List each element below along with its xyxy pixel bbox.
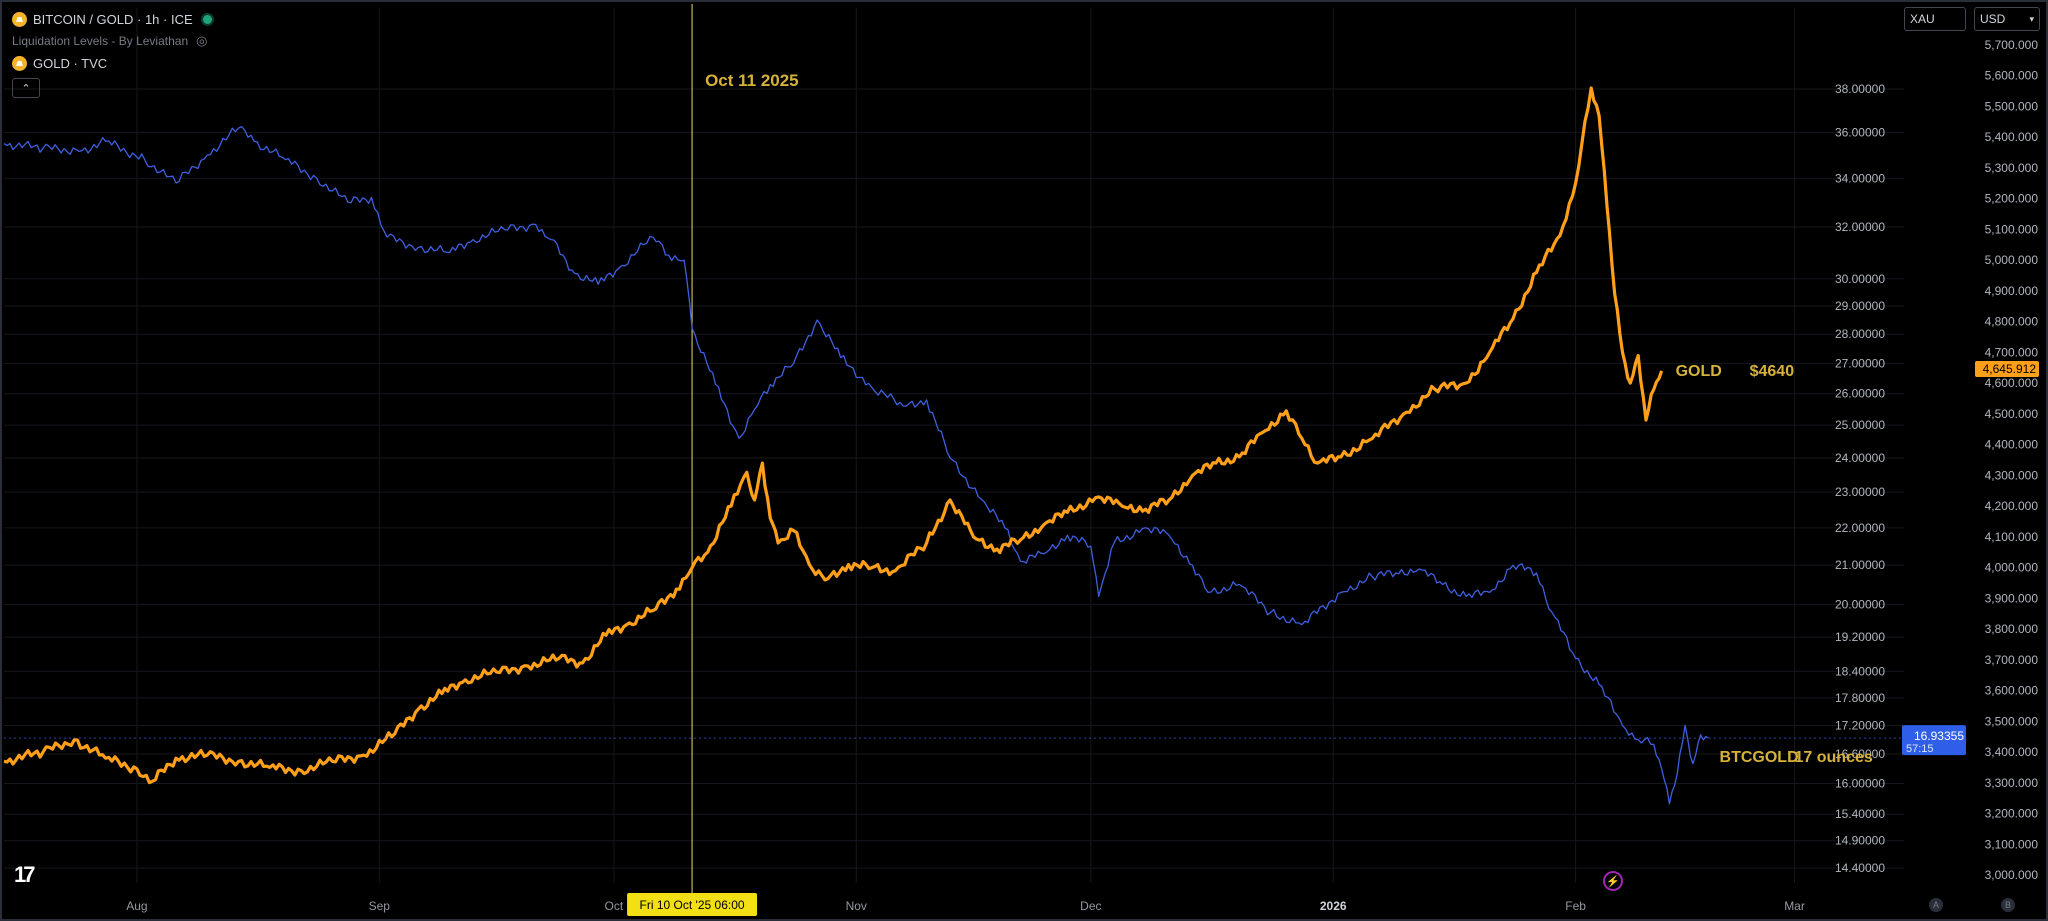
gold-price-tag-text: 4,645.912 — [1983, 362, 2037, 376]
tradingview-logo-icon[interactable]: 17 — [14, 862, 36, 887]
left-scale-tick-label: 38.00000 — [1835, 82, 1885, 96]
left-scale-tick-label: 18.40000 — [1835, 664, 1885, 678]
btcgold-price-tag — [1902, 725, 1966, 756]
overlay-row[interactable]: GOLD · TVC — [12, 52, 214, 74]
right-scale-tick-label: 3,000.000 — [1985, 868, 2039, 882]
right-scale-tick-label: 4,800.000 — [1985, 315, 2039, 329]
chevron-up-icon: ⌃ — [21, 82, 31, 95]
right-scale-tick-label: 5,500.000 — [1985, 99, 2039, 113]
indicator-row[interactable]: Liquidation Levels - By Leviathan ◎ — [12, 30, 214, 52]
x-tick-label: Feb — [1565, 899, 1586, 913]
right-scale-tick-label: 5,600.000 — [1985, 69, 2039, 83]
right-scale-tick-label: 4,900.000 — [1985, 284, 2039, 298]
x-tick-label: Mar — [1784, 899, 1805, 913]
x-tick-label: Aug — [126, 899, 147, 913]
left-scale-tick-label: 17.80000 — [1835, 691, 1885, 705]
left-scale-tick-label: 27.00000 — [1835, 356, 1885, 370]
scale-mode-button[interactable]: B — [2001, 898, 2015, 912]
left-scale-tick-label: 17.20000 — [1835, 718, 1885, 732]
left-scale-tick-label: 19.20000 — [1835, 630, 1885, 644]
right-scale-tick-label: 4,500.000 — [1985, 407, 2039, 421]
left-scale-tick-label: 32.00000 — [1835, 220, 1885, 234]
left-scale-tick-label: 16.60000 — [1835, 747, 1885, 761]
currency-select[interactable]: USD ▾ — [1974, 7, 2040, 31]
overlay-label: GOLD · TVC — [33, 55, 108, 71]
right-scale-tick-label: 4,100.000 — [1985, 530, 2039, 544]
right-scale-tick-label: 5,700.000 — [1985, 38, 2039, 52]
right-scale-tick-label: 4,700.000 — [1985, 345, 2039, 359]
left-scale-tick-label: 26.00000 — [1835, 387, 1885, 401]
lightning-icon[interactable]: ⚡ — [1603, 871, 1623, 891]
date-marker-label: Oct 11 2025 — [705, 71, 799, 90]
right-scale-tick-label: 3,400.000 — [1985, 745, 2039, 759]
gold-coin-icon — [12, 11, 27, 27]
right-scale-tick-label: 3,100.000 — [1985, 837, 2039, 851]
currency-select-value: USD — [1980, 12, 2006, 26]
right-scale-tick-label: 5,400.000 — [1985, 130, 2039, 144]
gold-annotation-label: GOLD — [1676, 363, 1722, 380]
auto-scale-button[interactable]: A — [1929, 898, 1943, 912]
crosshair-date-box — [627, 893, 758, 916]
left-scale-tick-label: 21.00000 — [1835, 558, 1885, 572]
left-scale-tick-label: 14.90000 — [1835, 834, 1885, 848]
right-scale-tick-label: 5,200.000 — [1985, 192, 2039, 206]
x-tick-label: Dec — [1080, 899, 1101, 913]
left-scale-tick-label: 36.00000 — [1835, 125, 1885, 139]
left-scale-tick-label: 14.40000 — [1835, 861, 1885, 875]
right-scale-tick-label: 5,300.000 — [1985, 161, 2039, 175]
right-scale-tick-label: 3,800.000 — [1985, 622, 2039, 636]
left-scale-tick-label: 30.00000 — [1835, 272, 1885, 286]
left-scale-symbol-text: XAU — [1910, 12, 1935, 26]
left-scale-tick-label: 16.00000 — [1835, 777, 1885, 791]
right-scale-tick-label: 4,300.000 — [1985, 468, 2039, 482]
right-scale-tick-label: 5,000.000 — [1985, 253, 2039, 267]
right-scale-tick-label: 3,900.000 — [1985, 591, 2039, 605]
chevron-down-icon: ▾ — [2029, 13, 2034, 24]
right-scale-tick-label: 3,600.000 — [1985, 684, 2039, 698]
crosshair-date-text: Fri 10 Oct '25 06:00 — [640, 898, 745, 912]
x-tick-label: 2026 — [1320, 899, 1347, 913]
left-scale-symbol-box[interactable]: XAU — [1904, 7, 1966, 31]
right-scale-tick-label: 3,700.000 — [1985, 653, 2039, 667]
btcgold-series-line — [3, 125, 1709, 805]
right-scale-tick-label: 4,600.000 — [1985, 376, 2039, 390]
right-scale-tick-label: 4,000.000 — [1985, 561, 2039, 575]
right-scale-tick-label: 3,500.000 — [1985, 714, 2039, 728]
x-tick-label: Nov — [846, 899, 867, 913]
right-scale-tick-label: 3,200.000 — [1985, 807, 2039, 821]
gold-series-line — [3, 86, 1664, 785]
symbol-row[interactable]: BITCOIN / GOLD · 1h · ICE — [12, 8, 214, 30]
market-status-icon — [200, 12, 214, 26]
left-scale-tick-label: 25.00000 — [1835, 418, 1885, 432]
gold-coin-icon — [12, 55, 27, 71]
indicator-label: Liquidation Levels - By Leviathan — [12, 34, 189, 48]
left-scale-tick-label: 22.00000 — [1835, 521, 1885, 535]
btcgold-annotation-label: BTCGOLD — [1720, 749, 1799, 766]
right-scale-tick-label: 3,300.000 — [1985, 776, 2039, 790]
left-scale-tick-label: 34.00000 — [1835, 171, 1885, 185]
right-scale-tick-label: 4,400.000 — [1985, 438, 2039, 452]
right-scale-tick-label: 4,200.000 — [1985, 499, 2039, 513]
gold-annotation-value: $4640 — [1750, 363, 1795, 380]
symbol-title: BITCOIN / GOLD · 1h · ICE — [33, 11, 193, 27]
left-scale-tick-label: 15.40000 — [1835, 807, 1885, 821]
left-scale-tick-label: 23.00000 — [1835, 485, 1885, 499]
x-tick-label: Oct — [605, 899, 624, 913]
bar-countdown-text: 57:15 — [1906, 743, 1934, 755]
left-scale-tick-label: 28.00000 — [1835, 327, 1885, 341]
collapse-legend-button[interactable]: ⌃ — [12, 78, 40, 98]
right-scale-tick-label: 5,100.000 — [1985, 222, 2039, 236]
left-scale-tick-label: 24.00000 — [1835, 451, 1885, 465]
gold-price-tag — [1975, 361, 2039, 378]
left-scale-tick-label: 29.00000 — [1835, 299, 1885, 313]
left-scale-tick-label: 20.00000 — [1835, 597, 1885, 611]
chart-legend: BITCOIN / GOLD · 1h · ICE Liquidation Le… — [12, 8, 214, 98]
btcgold-annotation-value: 17 ounces — [1795, 749, 1873, 766]
eye-hidden-icon[interactable]: ◎ — [196, 33, 208, 48]
x-tick-label: Sep — [369, 899, 391, 913]
btcgold-price-tag-text: 16.93355 — [1914, 729, 1964, 743]
